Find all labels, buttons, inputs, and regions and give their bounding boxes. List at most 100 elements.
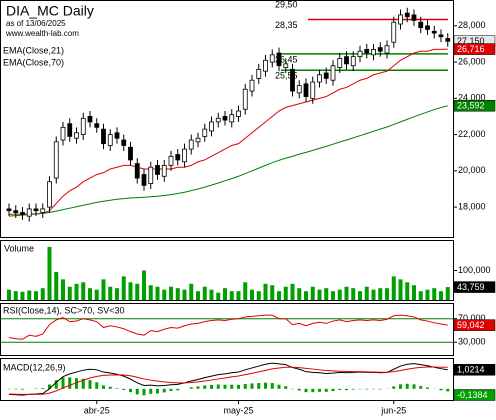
panel-title: RSI(Close,14), SC>70, SV<30	[3, 305, 125, 315]
volume-bar	[142, 270, 146, 300]
candle-body	[188, 139, 194, 150]
candle-body	[371, 48, 376, 56]
histogram-bar	[250, 383, 254, 389]
volume-bar	[47, 246, 52, 300]
histogram-bar	[21, 388, 24, 390]
histogram-bar	[412, 384, 416, 389]
volume-bar	[283, 286, 288, 300]
volume-bar	[61, 279, 65, 300]
y-tick-label: 24,000	[458, 93, 486, 103]
candle-body	[323, 72, 329, 79]
volume-bar	[216, 292, 221, 300]
histogram-bar	[95, 382, 99, 389]
legend-entry: EMA(Close,21)	[3, 45, 64, 55]
candle-body	[80, 117, 86, 135]
histogram-bar	[318, 388, 321, 392]
candle-body	[229, 114, 235, 123]
candle-body	[13, 210, 19, 213]
candle-body	[256, 68, 262, 79]
volume-bar	[324, 288, 329, 300]
candle-body	[411, 14, 417, 21]
volume-bar	[40, 288, 45, 300]
panel-title: MACD(12,26,9)	[3, 362, 66, 372]
y-tick-label: 20,000	[458, 165, 486, 175]
volume-bar	[169, 286, 173, 300]
candle-body	[101, 128, 106, 145]
histogram-bar	[439, 388, 443, 391]
value-tag-box	[453, 99, 496, 112]
candle-body	[20, 212, 25, 215]
candle-body	[175, 154, 181, 161]
price-panel	[0, 0, 454, 238]
histogram-bar	[210, 384, 213, 389]
histogram-bar	[399, 384, 402, 389]
volume-bar	[115, 288, 119, 300]
source: www.wealth-lab.com	[5, 29, 79, 38]
candle-body	[209, 121, 214, 132]
volume-bar	[155, 286, 160, 300]
volume-bar	[94, 289, 99, 300]
rsi-panel	[0, 303, 454, 356]
volume-bar	[432, 288, 437, 300]
candle-body	[87, 116, 93, 123]
volume-bar	[7, 289, 11, 300]
histogram-bar	[264, 382, 267, 389]
candle-body	[303, 83, 309, 97]
histogram-bar	[108, 386, 112, 389]
candle-body	[418, 21, 424, 29]
candle-body	[107, 134, 113, 146]
histogram-bar	[270, 383, 274, 389]
volume-bar	[358, 291, 362, 300]
volume-bar	[121, 276, 126, 300]
candle-body	[141, 174, 147, 186]
histogram-bar	[446, 388, 450, 392]
volume-bar	[344, 286, 349, 300]
histogram-bar	[324, 388, 328, 392]
candle-body	[67, 123, 73, 137]
volume-bar	[108, 286, 113, 300]
histogram-bar	[48, 384, 51, 389]
macd-panel	[0, 358, 454, 401]
histogram-bar	[129, 388, 132, 393]
candle-body	[53, 141, 59, 179]
histogram-bar	[115, 388, 119, 389]
volume-bar	[67, 286, 72, 300]
volume-bar	[331, 291, 335, 300]
level-label: 26,45	[275, 54, 298, 64]
candle-body	[215, 117, 221, 123]
histogram-bar	[284, 386, 288, 389]
candle-body	[391, 21, 397, 43]
candle-body	[222, 116, 228, 121]
histogram-bar	[426, 387, 429, 389]
histogram-bar	[311, 388, 315, 393]
histogram-bar	[419, 386, 423, 389]
rsi-line	[8, 314, 448, 340]
volume-bar	[310, 286, 315, 300]
volume-bar	[101, 279, 106, 300]
value-tag-box	[453, 319, 496, 331]
volume-bar	[229, 291, 234, 300]
candle-body	[114, 132, 120, 139]
volume-bar	[418, 291, 423, 300]
histogram-bar	[102, 385, 105, 389]
candle-body	[161, 165, 167, 177]
volume-bar	[317, 289, 322, 300]
histogram-bar	[14, 388, 18, 390]
candle-body	[344, 56, 349, 65]
candle-body	[364, 48, 370, 54]
histogram-bar	[81, 378, 85, 389]
volume-bar	[371, 289, 376, 300]
volume-bar	[27, 290, 32, 300]
volume-bar	[243, 282, 248, 300]
candle-body	[134, 163, 140, 179]
volume-bar	[304, 291, 308, 300]
macd-line	[8, 362, 448, 396]
histogram-bar	[176, 388, 180, 391]
histogram-bar	[169, 388, 173, 392]
histogram-bar	[392, 386, 396, 389]
histogram-bar	[365, 388, 369, 390]
histogram-bar	[223, 384, 227, 389]
volume-bar	[277, 291, 281, 300]
volume-bar	[74, 283, 79, 300]
